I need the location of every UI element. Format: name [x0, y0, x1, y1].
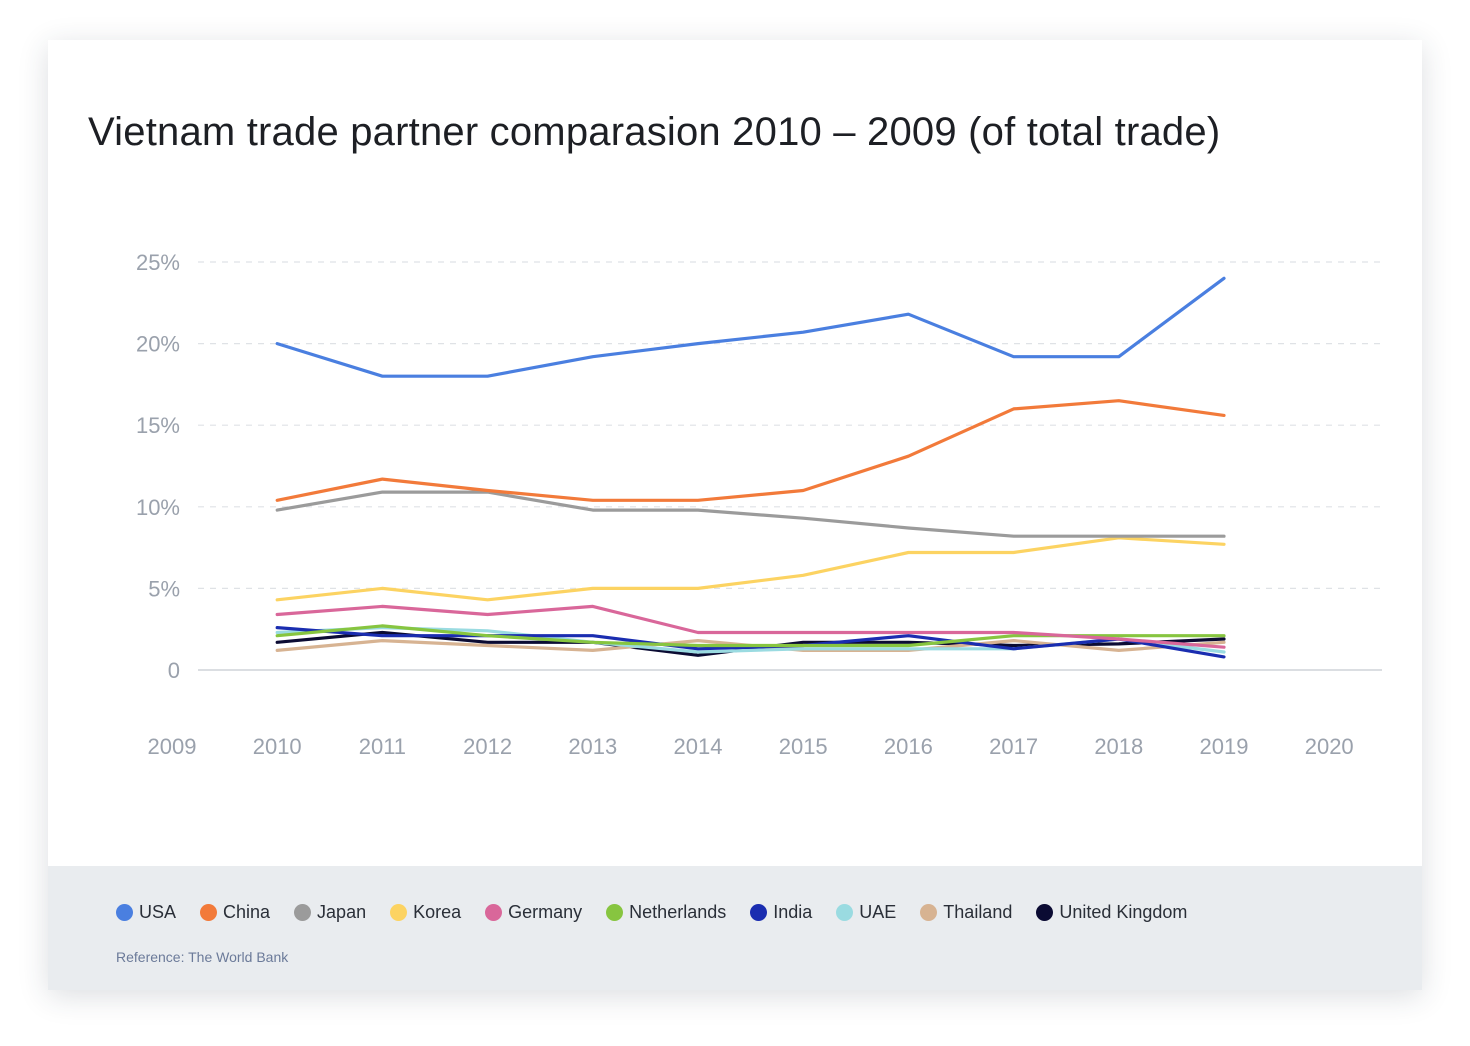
- x-tick-label: 2020: [1305, 734, 1354, 759]
- axis-labels: 0 5% 10% 15% 20% 25% 2009 2010 2011 2012 2013 2014 2…: [136, 250, 1354, 759]
- series-line-japan: [275, 490, 1226, 538]
- legend-item-china[interactable]: China: [200, 902, 270, 923]
- y-tick-label: 15%: [136, 413, 180, 438]
- legend-label: USA: [139, 902, 177, 922]
- x-tick-label: 2019: [1200, 734, 1249, 759]
- legend-color-dot: [920, 904, 938, 921]
- series-line-india: [275, 625, 1226, 659]
- legend-item-usa[interactable]: USA: [116, 902, 176, 923]
- x-tick-label: 2017: [989, 734, 1038, 759]
- x-tick-label: 2011: [359, 734, 406, 759]
- legend-item-united-kingdom[interactable]: United Kingdom: [1036, 902, 1187, 923]
- legend-label: China: [223, 902, 271, 922]
- reference-note: Reference: The World Bank: [116, 949, 289, 965]
- x-tick-label: 2013: [568, 734, 617, 759]
- line-chart: 0 5% 10% 15% 20% 25% 2009 2010 2011 2012 2013 2014 2…: [136, 250, 1382, 759]
- legend-label: Japan: [317, 902, 367, 922]
- series-line-usa: [275, 276, 1226, 378]
- legend-label: United Kingdom: [1059, 902, 1188, 922]
- legend-color-dot: [116, 904, 133, 921]
- x-tick-label: 2010: [253, 734, 302, 759]
- chart-legend: USA China Japan Korea Germany Netherlands Indi…: [116, 902, 1211, 923]
- legend-item-japan[interactable]: Japan: [294, 902, 366, 923]
- legend-color-dot: [750, 904, 768, 921]
- legend-label: Germany: [508, 902, 583, 922]
- legend-item-uae[interactable]: UAE: [836, 902, 896, 923]
- legend-color-dot: [390, 904, 408, 921]
- legend-item-germany[interactable]: Germany: [485, 902, 582, 923]
- grid-lines: [198, 261, 1382, 671]
- series-line-korea: [275, 536, 1226, 602]
- y-tick-label: 25%: [136, 250, 180, 275]
- legend-label: UAE: [859, 902, 897, 922]
- legend-item-netherlands[interactable]: Netherlands: [606, 902, 726, 923]
- y-tick-label: 10%: [136, 495, 180, 520]
- legend-item-thailand[interactable]: Thailand: [920, 902, 1012, 923]
- legend-label: Thailand: [943, 902, 1013, 922]
- legend-color-dot: [1036, 904, 1054, 921]
- x-tick-label: 2009: [148, 734, 197, 759]
- legend-color-dot: [485, 904, 503, 921]
- x-tick-label: 2012: [463, 734, 512, 759]
- series-line-china: [275, 399, 1226, 502]
- legend-color-dot: [606, 904, 624, 921]
- x-tick-label: 2015: [779, 734, 828, 759]
- legend-label: Netherlands: [629, 902, 727, 922]
- legend-item-korea[interactable]: Korea: [390, 902, 461, 923]
- legend-color-dot: [836, 904, 854, 921]
- chart-title: Vietnam trade partner comparasion 2010 –…: [88, 110, 1221, 154]
- legend-label: Korea: [413, 902, 462, 922]
- legend-color-dot: [294, 904, 312, 921]
- chart-card: Vietnam trade partner comparasion 2010 –…: [48, 40, 1422, 990]
- legend-label: India: [773, 902, 813, 922]
- x-tick-label: 2014: [674, 734, 723, 759]
- y-tick-label: 5%: [148, 576, 180, 601]
- legend-footer: [48, 866, 1422, 990]
- legend-item-india[interactable]: India: [750, 902, 812, 923]
- y-tick-label: 20%: [136, 332, 180, 357]
- series-line-germany: [275, 604, 1226, 649]
- x-tick-label: 2016: [884, 734, 933, 759]
- legend-color-dot: [200, 904, 218, 921]
- series-lines: [275, 276, 1226, 659]
- y-tick-label: 0: [168, 658, 180, 683]
- x-tick-label: 2018: [1094, 734, 1143, 759]
